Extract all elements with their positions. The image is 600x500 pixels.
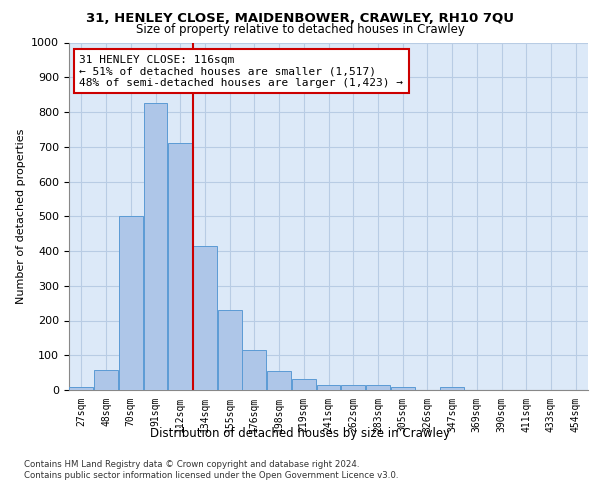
Bar (143, 104, 167, 390)
Text: Size of property relative to detached houses in Crawley: Size of property relative to detached ho… (136, 24, 464, 36)
Bar (366, 385, 390, 390)
Bar (70, 387, 94, 390)
Text: Contains public sector information licensed under the Open Government Licence v3: Contains public sector information licen… (24, 471, 398, 480)
Bar (391, 387, 415, 390)
Y-axis label: Number of detached properties: Number of detached properties (16, 128, 26, 304)
Bar (292, 379, 316, 390)
Bar (440, 387, 464, 390)
Bar (242, 350, 266, 390)
Text: 31 HENLEY CLOSE: 116sqm
← 51% of detached houses are smaller (1,517)
48% of semi: 31 HENLEY CLOSE: 116sqm ← 51% of detache… (79, 54, 403, 88)
Bar (193, 246, 217, 390)
Text: Contains HM Land Registry data © Crown copyright and database right 2024.: Contains HM Land Registry data © Crown c… (24, 460, 359, 469)
Bar (218, 310, 242, 390)
Bar (317, 385, 340, 390)
Bar (119, 216, 143, 390)
Bar (94, 370, 118, 390)
Text: 31, HENLEY CLOSE, MAIDENBOWER, CRAWLEY, RH10 7QU: 31, HENLEY CLOSE, MAIDENBOWER, CRAWLEY, … (86, 12, 514, 26)
Bar (168, 144, 192, 390)
Text: Distribution of detached houses by size in Crawley: Distribution of detached houses by size … (150, 428, 450, 440)
Bar (341, 385, 365, 390)
Bar (267, 371, 291, 390)
